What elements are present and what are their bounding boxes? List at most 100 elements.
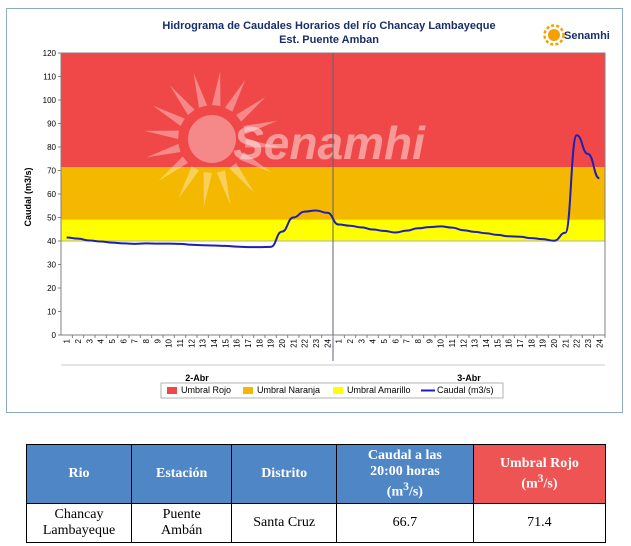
y-tick-label: 50 (47, 214, 56, 223)
cell-caudal: 66.7 (335, 503, 474, 543)
x-tick-label: 24 (595, 338, 604, 347)
x-tick-label: 24 (323, 338, 332, 347)
y-tick-label: 90 (47, 120, 56, 129)
x-tick-label: 6 (391, 338, 400, 343)
legend: Umbral Rojo Umbral Naranja Umbral Amarillo… (160, 382, 504, 399)
sun-ray-mark (216, 170, 231, 205)
x-tick-label: 13 (199, 338, 208, 347)
cell-rio-line1: Chancay (54, 507, 104, 522)
x-tick-label: 19 (267, 338, 276, 347)
header-caudal: Caudal a las 20:00 horas (m3/s) (335, 444, 474, 504)
y-tick-label: 0 (52, 331, 57, 340)
senamhi-logo: Senamhi (543, 24, 610, 46)
x-tick-label: 11 (448, 338, 457, 347)
x-tick-label: 18 (255, 338, 264, 347)
y-tick-label: 110 (43, 73, 56, 82)
x-tick-label: 3 (357, 338, 366, 343)
x-tick-label: 13 (471, 338, 480, 347)
x-tick-label: 4 (97, 338, 106, 343)
y-tick-label: 120 (43, 49, 57, 58)
header-caudal-line2: 20:00 horas (370, 463, 440, 479)
sun-ray-mark (170, 85, 195, 115)
x-tick-label: 14 (210, 338, 219, 347)
legend-label-4: Caudal (m3/s) (437, 385, 494, 395)
header-distrito: Distrito (231, 444, 337, 504)
header-caudal-unit-sup: 3 (403, 479, 409, 493)
x-tick-label: 23 (312, 338, 321, 347)
header-caudal-line1: Caudal a las (367, 447, 442, 463)
x-tick-label: 12 (459, 338, 468, 347)
y-tick-label: 20 (47, 284, 56, 293)
sun-ray-mark (152, 105, 185, 126)
table-row: Chancay Lambayeque Puente Ambán Santa Cr… (25, 503, 607, 543)
x-tick-label: 16 (505, 338, 514, 347)
x-tick-label: 21 (561, 338, 570, 347)
sun-ray-mark (236, 97, 266, 122)
legend-label-1: Umbral Rojo (181, 385, 231, 395)
header-umbral-rojo: Umbral Rojo (m3/s) (472, 444, 607, 504)
x-tick-label: 1 (63, 338, 72, 343)
x-tick-label: 17 (244, 338, 253, 347)
header-estacion: Estación (131, 444, 233, 504)
x-tick-label: 12 (187, 338, 196, 347)
header-umbral-unit-sup: 3 (537, 471, 544, 485)
sun-logo-icon (543, 24, 565, 46)
x-tick-label: 9 (425, 338, 434, 343)
cell-estacion-line2: Ambán (161, 523, 203, 538)
chart-title: Hidrograma de Caudales Horarios del río … (162, 20, 495, 32)
header-umbral-unit-end: /s) (543, 476, 558, 492)
cell-distrito: Santa Cruz (231, 503, 337, 543)
y-tick-label: 10 (47, 308, 56, 317)
cell-estacion-line1: Puente (162, 507, 201, 522)
sun-ray-mark (243, 120, 278, 135)
x-tick-label: 14 (482, 338, 491, 347)
sun-ray-mark (229, 163, 254, 193)
x-tick-label: 10 (165, 338, 174, 347)
x-tick-label: 5 (108, 338, 117, 343)
x-tick-label: 8 (414, 338, 423, 343)
x-tick-label: 11 (176, 338, 185, 347)
header-umbral-line1: Umbral Rojo (499, 455, 579, 471)
x-tick-label: 6 (119, 338, 128, 343)
x-tick-label: 7 (131, 338, 140, 343)
watermark-text: Senamhi (233, 117, 426, 169)
x-tick-label: 1 (335, 338, 344, 343)
sun-ray-mark (158, 156, 188, 181)
y-tick-label: 100 (43, 96, 57, 105)
y-axis-label: Caudal (m3/s) (23, 167, 33, 226)
sun-core-mark (188, 115, 236, 163)
y-tick-label: 40 (47, 237, 56, 246)
x-tick-label: 7 (403, 338, 412, 343)
sun-ray-mark (212, 71, 221, 107)
header-caudal-unit-end: /s) (408, 484, 423, 500)
sun-ray-mark (239, 152, 272, 173)
y-tick-label: 30 (47, 261, 56, 270)
header-caudal-unit: (m (386, 484, 404, 500)
sun-ray-mark (178, 166, 199, 199)
cell-estacion: Puente Ambán (131, 503, 233, 543)
legend-swatch-1 (167, 387, 177, 394)
x-tick-label: 22 (573, 338, 582, 347)
y-tick-label: 60 (47, 190, 56, 199)
day-label-1: 2-Abr (185, 373, 209, 383)
x-tick-label: 9 (153, 338, 162, 343)
x-tick-label: 19 (539, 338, 548, 347)
cell-rio-line2: Lambayeque (42, 523, 116, 538)
x-tick-label: 5 (380, 338, 389, 343)
logo-text: Senamhi (564, 30, 610, 42)
x-tick-label: 2 (346, 338, 355, 343)
sun-watermark-icon (144, 71, 280, 207)
cell-rio: Chancay Lambayeque (25, 503, 133, 543)
day-label-2: 3-Abr (457, 373, 481, 383)
header-umbral-unit: (m (521, 476, 538, 492)
chart-subtitle: Est. Puente Amban (279, 34, 379, 46)
x-tick-label: 16 (233, 338, 242, 347)
sun-ray-mark (146, 143, 181, 158)
sun-ray-mark (144, 130, 180, 139)
table-header-row: Rio Estación Distrito Caudal a las 20:00… (25, 444, 607, 504)
x-tick-label: 21 (289, 338, 298, 347)
legend-swatch-3 (333, 387, 343, 394)
chart-frame: Hidrograma de Caudales Horarios del río … (6, 8, 623, 413)
legend-label-3: Umbral Amarillo (347, 385, 411, 395)
x-tick-label: 10 (437, 338, 446, 347)
